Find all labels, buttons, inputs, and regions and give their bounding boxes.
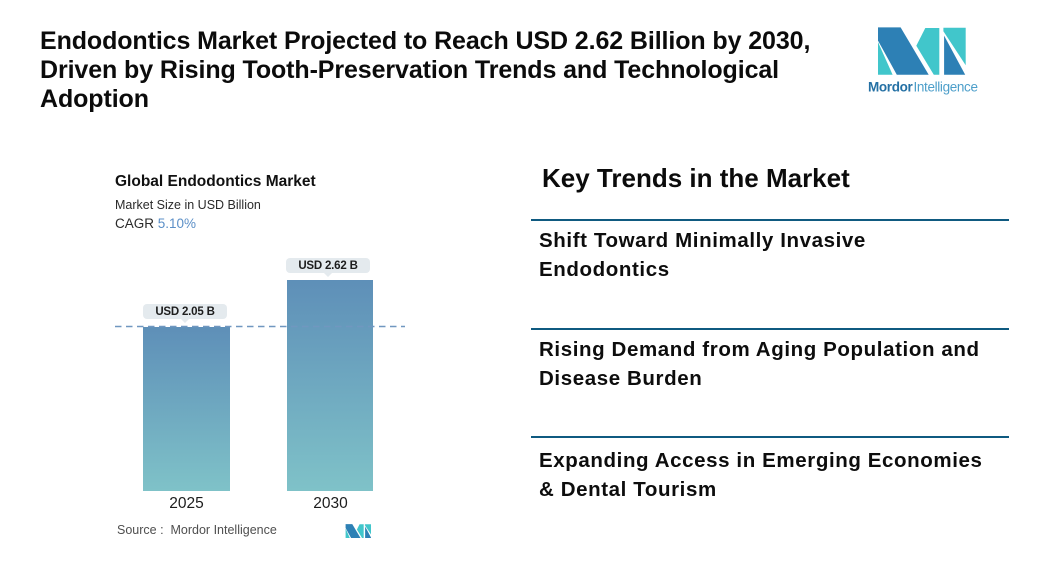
svg-text:Mordor: Mordor: [868, 79, 913, 94]
svg-text:Intelligence: Intelligence: [914, 79, 978, 94]
